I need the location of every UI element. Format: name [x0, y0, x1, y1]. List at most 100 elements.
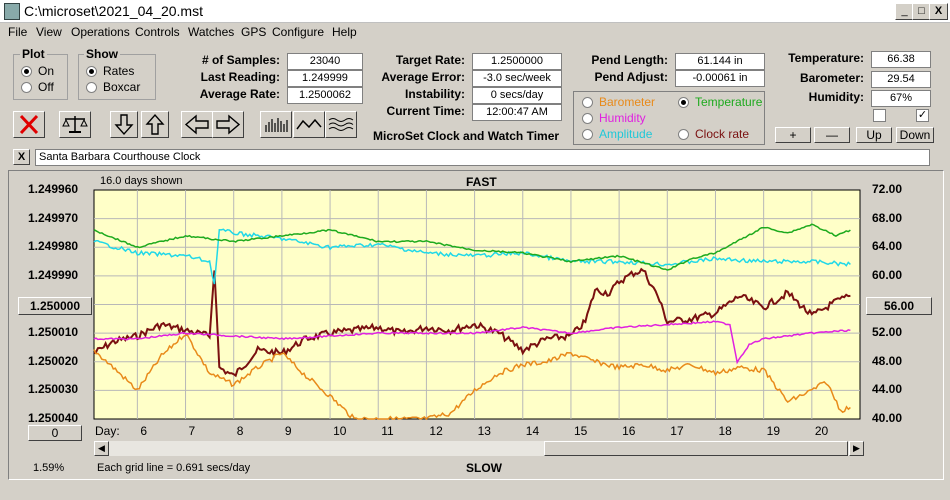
y-right-tick-label: 44.00 — [872, 382, 903, 397]
x-tick-label: 18 — [718, 424, 732, 438]
menu-configure[interactable]: Configure — [272, 25, 325, 39]
amplitude-option-label: Amplitude — [599, 127, 653, 141]
scroll-left-arrow[interactable]: ◀ — [94, 441, 109, 456]
x-mark-icon — [19, 114, 39, 135]
environment-checkbox-2[interactable]: ✓ — [916, 109, 929, 122]
target-rate-label: Target Rate: — [395, 53, 465, 67]
menu-watches[interactable]: Watches — [188, 25, 235, 39]
x-tick-label: 6 — [140, 424, 148, 438]
wave-lines-icon — [328, 118, 354, 131]
temperature-radio[interactable] — [678, 97, 689, 108]
menu-help[interactable]: Help — [332, 25, 357, 39]
slow-label: SLOW — [466, 461, 502, 475]
pend-adjust-label: Pend Adjust: — [594, 70, 668, 84]
close-button[interactable]: X — [929, 3, 948, 20]
scroll-left-button[interactable] — [181, 111, 213, 138]
histogram-button[interactable] — [260, 111, 292, 138]
offset-button[interactable]: 0 — [28, 425, 82, 441]
scale-minus-button[interactable]: — — [814, 127, 850, 143]
scroll-up-button[interactable] — [141, 111, 169, 138]
plot-off-radio[interactable] — [21, 82, 32, 93]
show-rates-radio[interactable] — [86, 66, 97, 77]
humidity-radio[interactable] — [582, 113, 593, 124]
y-right-tick-label: 48.00 — [872, 353, 903, 368]
x-tick-label: 13 — [477, 424, 491, 438]
plot-group-title: Plot — [20, 47, 47, 61]
fast-label: FAST — [466, 175, 497, 189]
current-time-value: 12:00:47 AM — [472, 104, 562, 121]
y-right-tick-label: 40.00 — [872, 411, 903, 425]
balance-button[interactable] — [59, 111, 91, 138]
amplitude-radio[interactable] — [582, 129, 593, 140]
x-tick-label: 15 — [573, 424, 588, 438]
stop-button[interactable] — [13, 111, 45, 138]
scroll-right-button[interactable] — [212, 111, 244, 138]
last-reading-label: Last Reading: — [200, 70, 280, 84]
window-title: C:\microset\2021_04_20.mst — [24, 3, 203, 19]
show-boxcar-radio[interactable] — [86, 82, 97, 93]
barometer-radio[interactable] — [582, 97, 593, 108]
chart-frame — [8, 170, 944, 480]
samples-value: 23040 — [287, 53, 363, 70]
maximize-button[interactable]: □ — [912, 3, 931, 20]
bar-chart-icon — [265, 118, 288, 132]
x-tick-label: 16 — [622, 424, 636, 438]
humidity-option-label: Humidity — [599, 111, 646, 125]
menu-view[interactable]: View — [36, 25, 62, 39]
comment-clear-button[interactable]: X — [13, 149, 30, 165]
x-tick-label: 10 — [333, 424, 347, 438]
line-wave-icon — [296, 118, 322, 130]
grid-note: Each grid line = 0.691 secs/day — [97, 462, 251, 474]
right-axis-center-button[interactable]: 56.00 — [866, 297, 932, 315]
app-caption: MicroSet Clock and Watch Timer — [373, 129, 560, 143]
grid-lines — [94, 190, 860, 419]
x-tick-label: 8 — [236, 424, 244, 438]
comment-field[interactable]: Santa Barbara Courthouse Clock — [35, 149, 930, 166]
current-time-label: Current Time: — [386, 104, 465, 118]
menu-bar: File View Operations Controls Watches GP… — [0, 23, 950, 41]
menu-file[interactable]: File — [8, 25, 28, 39]
series-line-amplitude — [93, 228, 851, 285]
y-right-tick-label: 52.00 — [872, 325, 903, 340]
title-bar: C:\microset\2021_04_20.mst _ □ X — [0, 0, 950, 23]
scale-down-button[interactable]: Down — [896, 127, 934, 143]
samples-label: # of Samples: — [201, 53, 280, 67]
instability-value: 0 secs/day — [472, 87, 562, 104]
plot-on-radio[interactable] — [21, 66, 32, 77]
environment-checkbox-1[interactable] — [873, 109, 886, 122]
clock-rate-radio[interactable] — [678, 129, 689, 140]
left-axis-center-button[interactable]: 1.250000 — [18, 297, 92, 315]
barometer-value: 29.54 — [871, 71, 931, 88]
scale-up-button[interactable]: Up — [856, 127, 892, 143]
scroll-down-button[interactable] — [110, 111, 138, 138]
clock-rate-option-label: Clock rate — [695, 127, 750, 141]
y-right-tick-label: 64.00 — [872, 239, 903, 254]
barometer-option-label: Barometer — [599, 95, 656, 109]
x-tick-label: 14 — [525, 424, 540, 438]
scale-plus-button[interactable]: + — [775, 127, 811, 143]
pend-adjust-value: -0.00061 in — [675, 70, 765, 87]
y-left-tick-label: 1.250030 — [28, 382, 79, 397]
average-rate-label: Average Rate: — [199, 87, 280, 101]
arrow-up-icon — [145, 113, 165, 135]
menu-controls[interactable]: Controls — [135, 25, 180, 39]
average-rate-value: 1.2500062 — [287, 87, 363, 104]
temperature-label: Temperature: — [788, 51, 864, 65]
day-axis-label: Day: — [95, 424, 120, 438]
series-line-barometer — [93, 334, 851, 421]
plot-on-label: On — [38, 64, 55, 78]
humidity-label: Humidity: — [808, 90, 864, 104]
last-reading-value: 1.249999 — [287, 70, 363, 87]
menu-gps[interactable]: GPS — [241, 25, 267, 39]
y-left-tick-label: 1.249960 — [28, 182, 79, 196]
line-plot-button[interactable] — [293, 111, 325, 138]
menu-operations[interactable]: Operations — [71, 25, 130, 39]
horizontal-scrollbar[interactable]: ◀ ▶ — [94, 441, 864, 456]
series-line-temperature — [93, 223, 851, 271]
scroll-thumb[interactable] — [544, 441, 848, 456]
smooth-plot-button[interactable] — [325, 111, 357, 138]
x-tick-label: 12 — [429, 424, 443, 438]
temperature-value: 66.38 — [871, 51, 931, 68]
scroll-right-arrow[interactable]: ▶ — [849, 441, 864, 456]
